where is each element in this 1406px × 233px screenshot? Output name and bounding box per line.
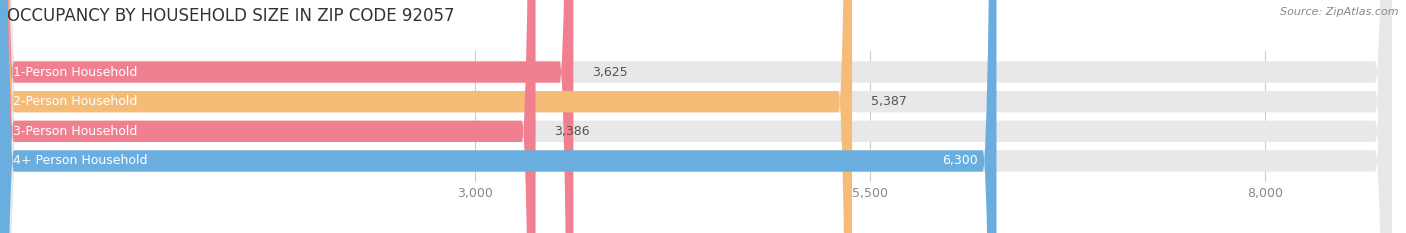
- FancyBboxPatch shape: [0, 0, 536, 233]
- FancyBboxPatch shape: [0, 0, 852, 233]
- Text: 3-Person Household: 3-Person Household: [13, 125, 136, 138]
- Text: 3,386: 3,386: [554, 125, 591, 138]
- Text: 5,387: 5,387: [872, 95, 907, 108]
- FancyBboxPatch shape: [0, 0, 997, 233]
- Text: 3,625: 3,625: [592, 65, 628, 79]
- Text: 2-Person Household: 2-Person Household: [13, 95, 136, 108]
- Text: Source: ZipAtlas.com: Source: ZipAtlas.com: [1281, 7, 1399, 17]
- Text: 4+ Person Household: 4+ Person Household: [13, 154, 148, 168]
- FancyBboxPatch shape: [0, 0, 574, 233]
- Text: 6,300: 6,300: [942, 154, 977, 168]
- Text: OCCUPANCY BY HOUSEHOLD SIZE IN ZIP CODE 92057: OCCUPANCY BY HOUSEHOLD SIZE IN ZIP CODE …: [7, 7, 454, 25]
- Text: 1-Person Household: 1-Person Household: [13, 65, 136, 79]
